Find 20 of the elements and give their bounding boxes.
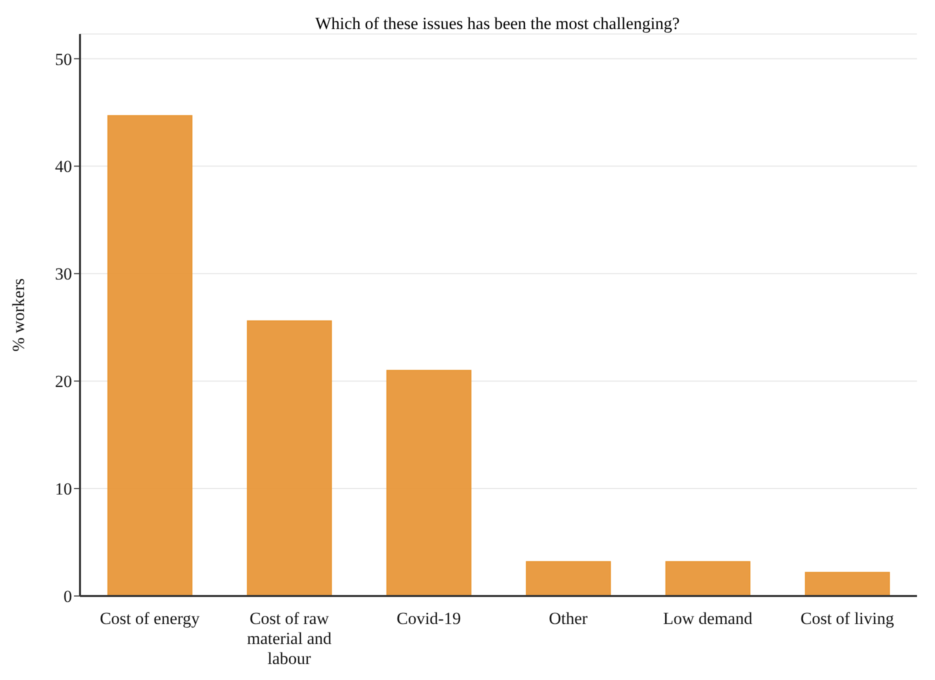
bar	[804, 572, 890, 596]
y-tick-label: 20	[55, 372, 72, 392]
y-axis-title: % workers	[9, 278, 28, 352]
x-tick-label: Covid-19	[396, 609, 461, 628]
bar	[665, 561, 750, 596]
bar	[107, 115, 192, 596]
x-tick-label: Cost of living	[800, 609, 894, 628]
x-tick-label: Cost of energy	[100, 609, 200, 628]
chart-title: Which of these issues has been the most challenging?	[314, 14, 681, 34]
y-tick-label: 10	[55, 480, 72, 499]
bar	[386, 370, 472, 596]
y-tick-label: 0	[64, 587, 72, 606]
y-tick-label: 30	[55, 264, 72, 284]
y-tick-label: 50	[55, 50, 72, 69]
bar	[526, 561, 611, 596]
y-tick-label: 40	[55, 157, 72, 176]
bar	[246, 320, 332, 596]
x-tick-label: Other	[548, 609, 588, 628]
x-tick-label: Low demand	[663, 609, 753, 628]
x-tick-label: Cost of raw material and labour	[247, 609, 332, 668]
